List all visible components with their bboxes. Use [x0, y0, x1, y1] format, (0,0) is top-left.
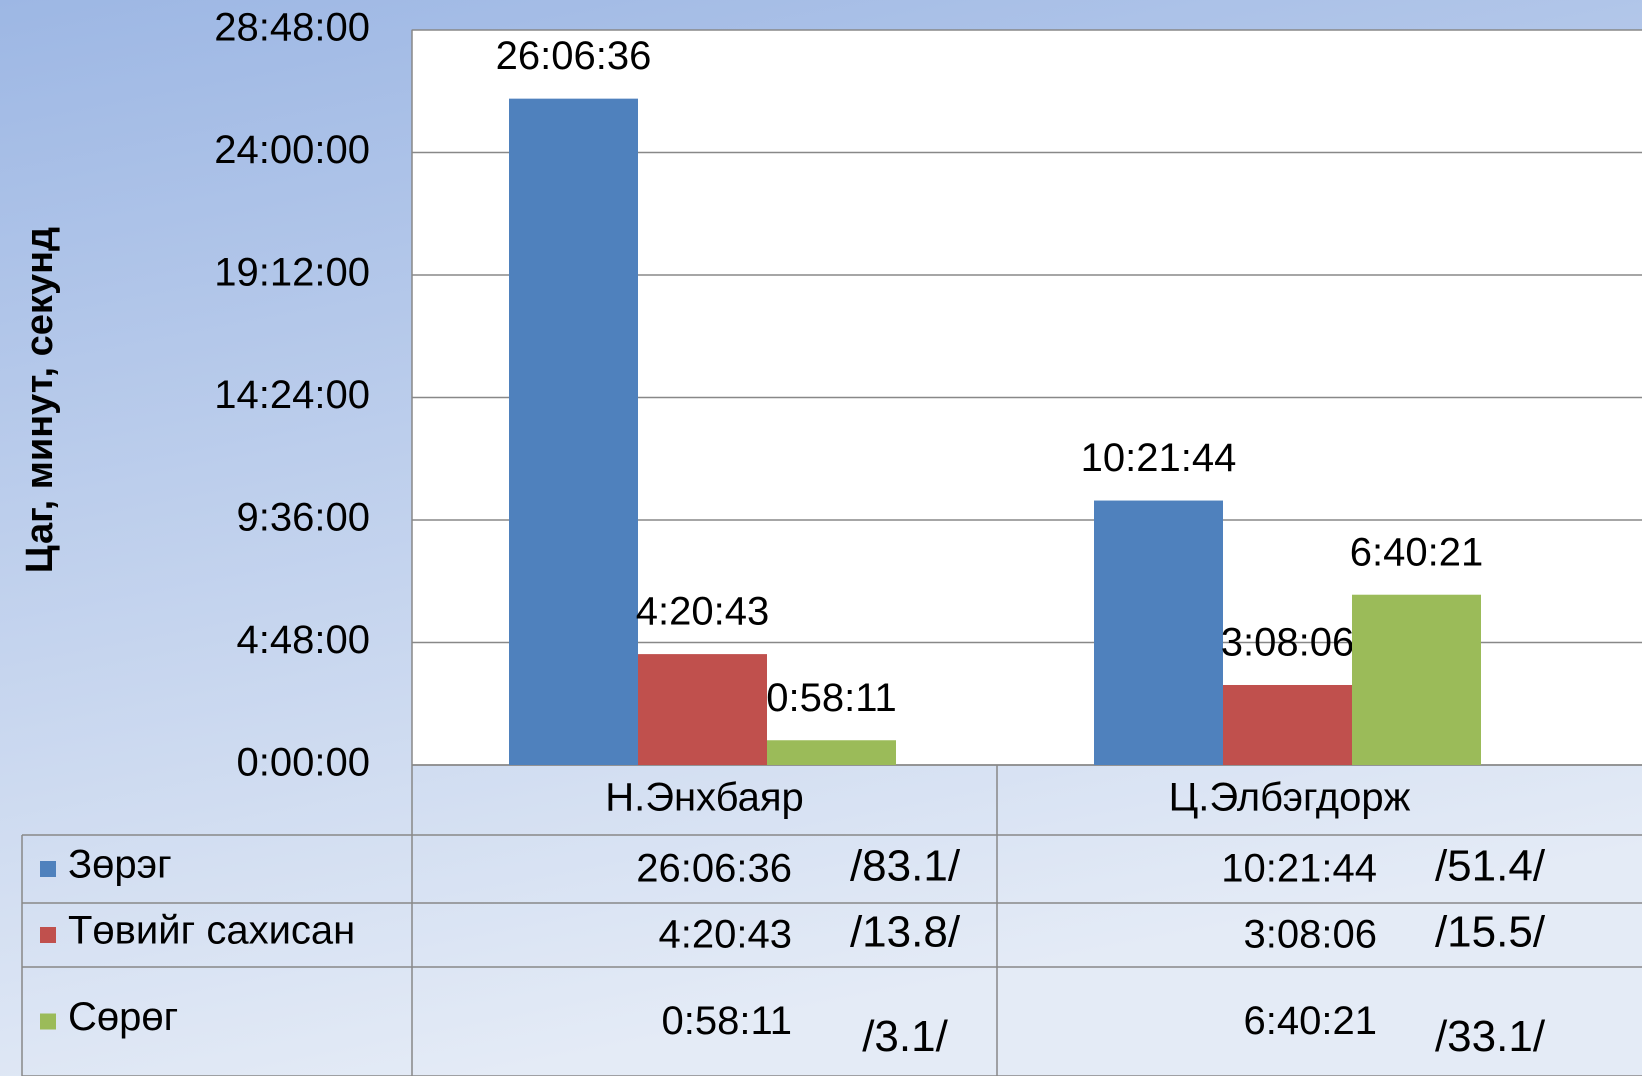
table-share: /83.1/ [850, 842, 961, 891]
y-tick-label: 4:48:00 [237, 618, 370, 662]
y-tick-label: 9:36:00 [237, 496, 370, 540]
x-tick-label: Н.Энхбаяр [605, 776, 804, 820]
table-share: /3.1/ [862, 1012, 948, 1061]
table-value: 3:08:06 [1244, 913, 1377, 957]
y-tick-label: 28:48:00 [214, 6, 370, 50]
legend-marker [40, 1013, 56, 1030]
data-label: 3:08:06 [1221, 621, 1354, 665]
y-tick-label: 19:12:00 [214, 251, 370, 295]
table-value: 0:58:11 [662, 999, 793, 1043]
table-share: /33.1/ [1435, 1012, 1546, 1061]
y-tick-label: 24:00:00 [214, 128, 370, 172]
legend-label: Зөрэг [68, 843, 172, 887]
table-value: 10:21:44 [1221, 847, 1377, 891]
bar [767, 740, 896, 765]
y-axis-label: Цаг, минут, секунд [19, 227, 61, 573]
y-tick-label: 0:00:00 [237, 741, 370, 785]
bar [1352, 594, 1481, 765]
data-label: 0:58:11 [766, 676, 897, 720]
bar [509, 98, 638, 765]
data-label: 10:21:44 [1081, 436, 1237, 480]
x-tick-label: Ц.Элбэгдорж [1169, 776, 1411, 820]
data-label: 4:20:43 [636, 590, 769, 634]
table-value: 6:40:21 [1244, 999, 1377, 1043]
legend-marker [40, 927, 56, 943]
table-value: 26:06:36 [636, 847, 792, 891]
legend-label: Төвийг сахисан [68, 909, 355, 953]
table-value: 4:20:43 [659, 913, 792, 957]
table-share: /13.8/ [850, 908, 961, 957]
legend-label: Сөрөг [68, 995, 178, 1039]
legend-marker [40, 861, 56, 877]
y-tick-label: 14:24:00 [214, 373, 370, 417]
bar [1094, 500, 1223, 765]
bar [1223, 684, 1352, 765]
bar [638, 654, 767, 765]
data-label: 26:06:36 [496, 34, 652, 78]
table-share: /15.5/ [1435, 908, 1546, 957]
data-label: 6:40:21 [1350, 530, 1483, 574]
table-share: /51.4/ [1435, 842, 1546, 891]
